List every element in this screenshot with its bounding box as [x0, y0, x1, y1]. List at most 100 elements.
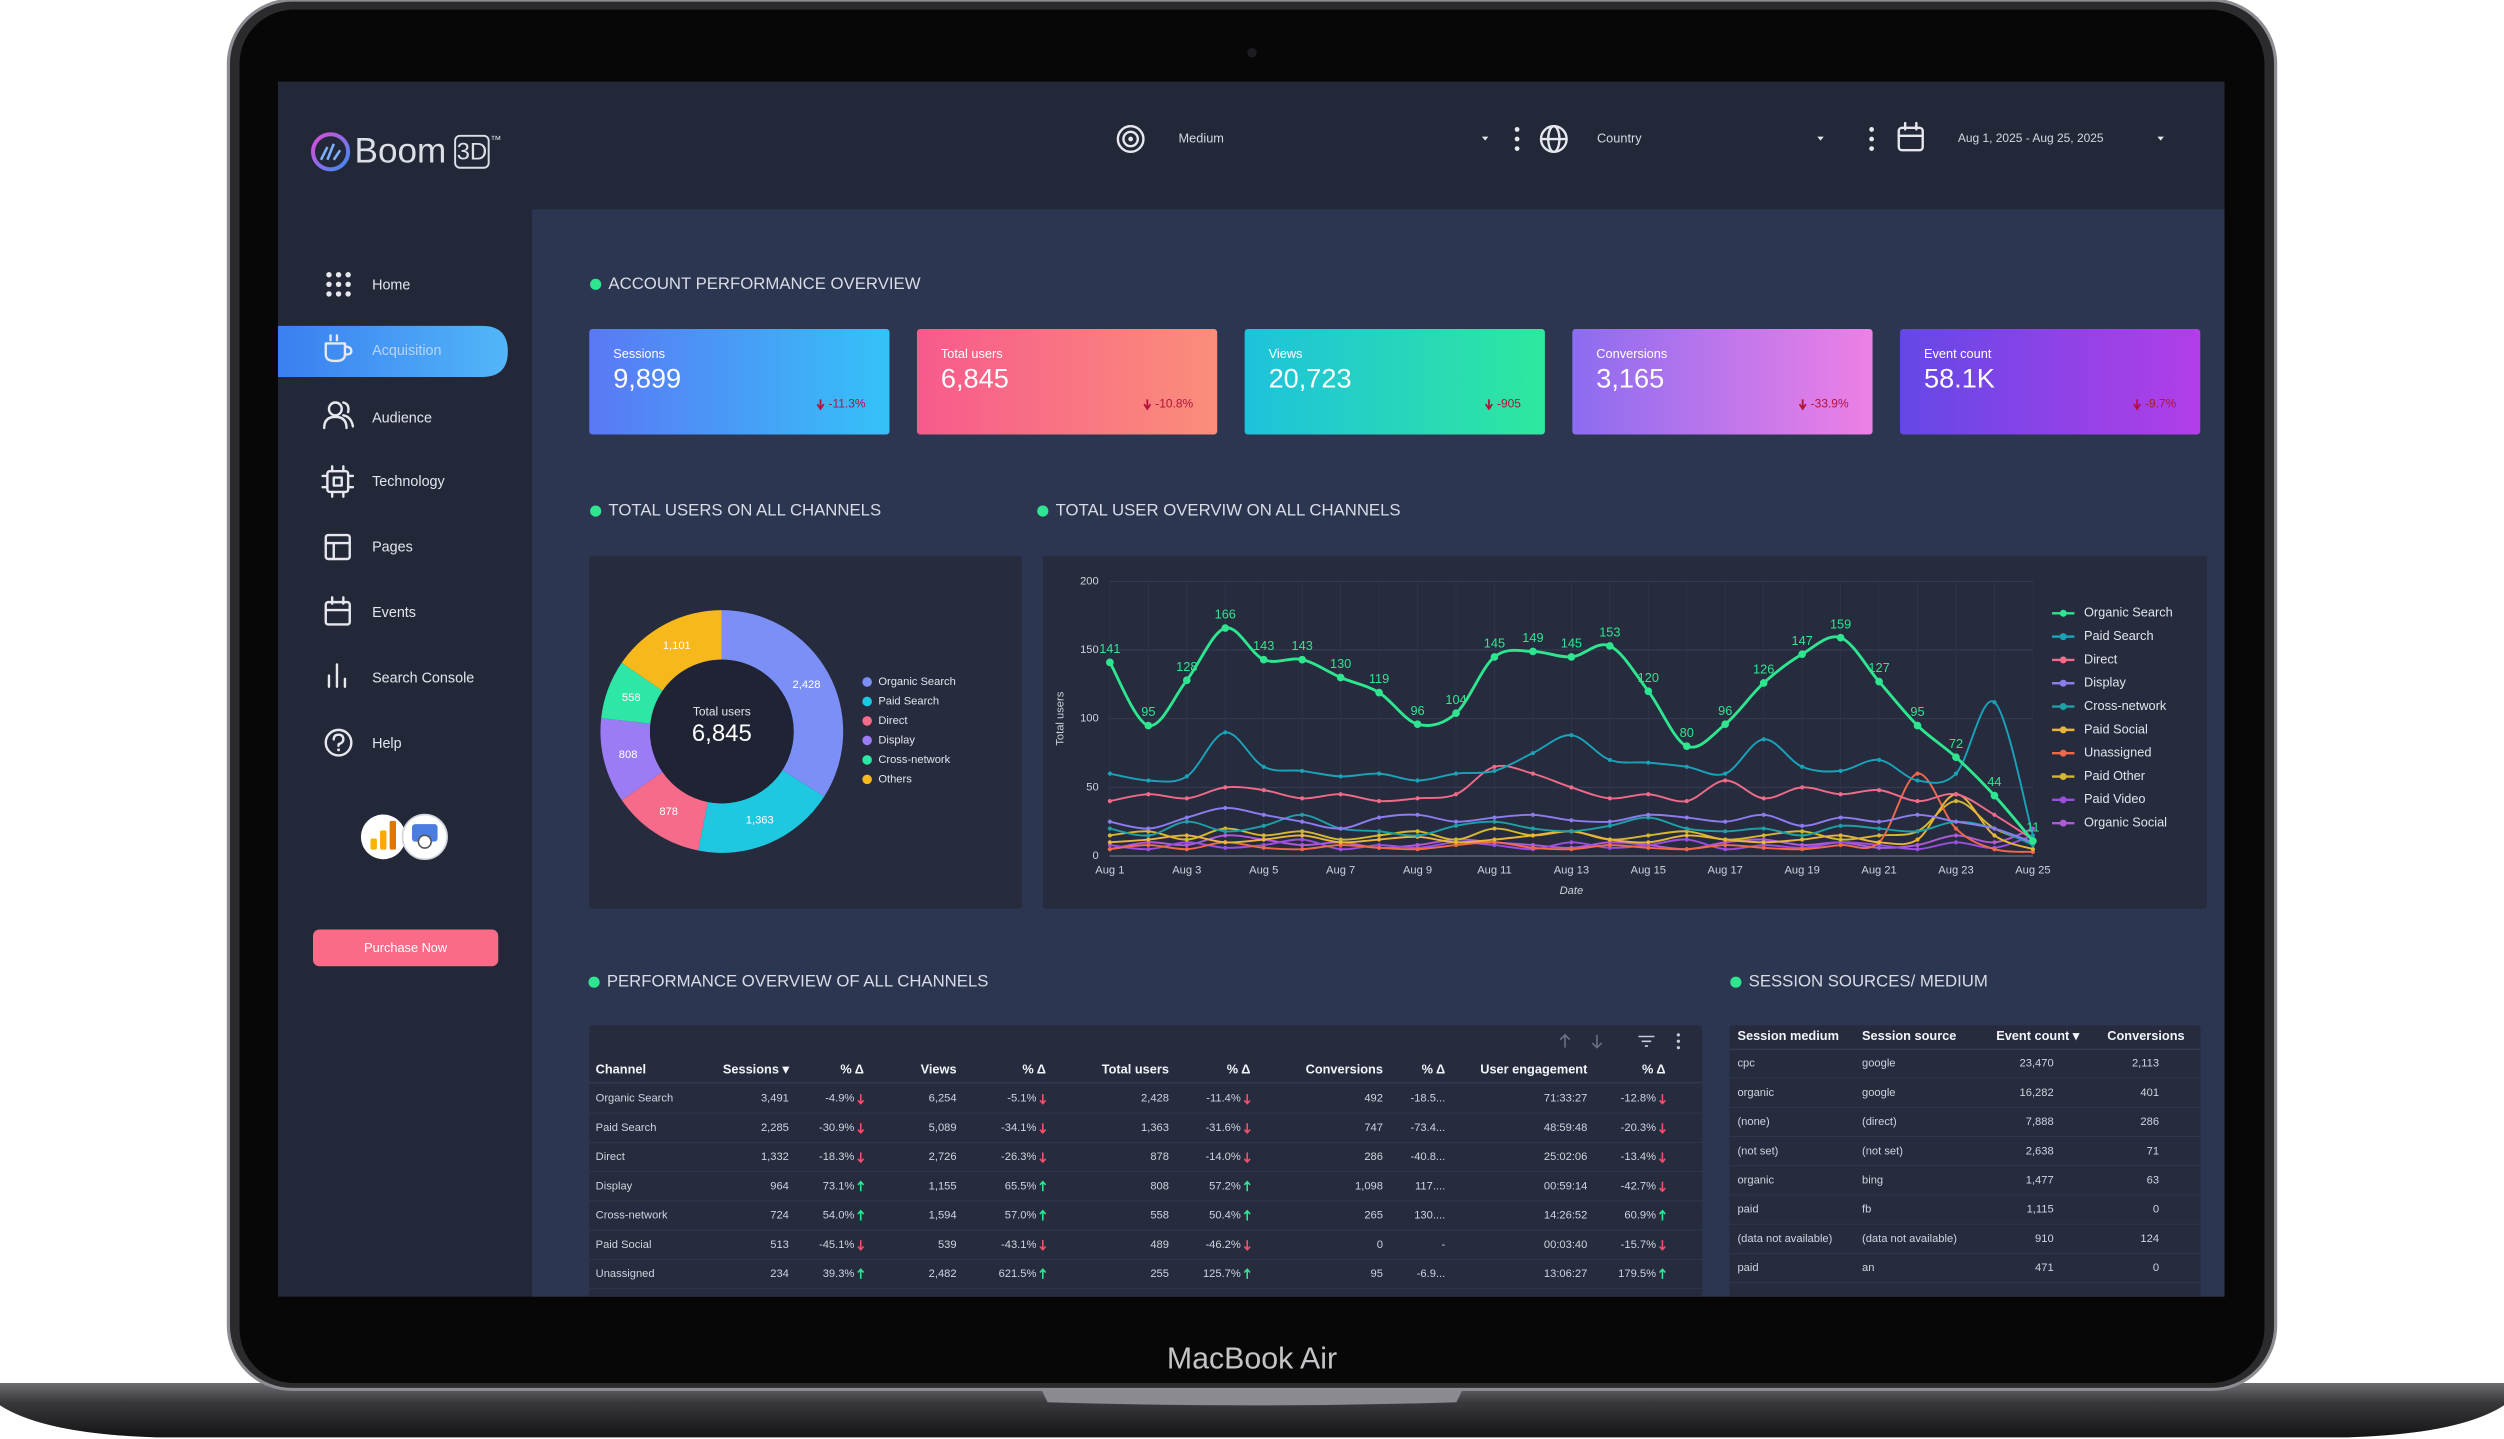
- series-point: [1761, 845, 1766, 850]
- series-point: [1530, 826, 1536, 831]
- kpi-label: Views: [1269, 346, 1303, 361]
- nav-item[interactable]: Search Console: [372, 671, 474, 687]
- series-point: [1761, 796, 1766, 801]
- table-cell: 95: [1371, 1268, 1383, 1280]
- more-icon-dot[interactable]: [1676, 1046, 1680, 1050]
- series-point: [1529, 647, 1537, 656]
- table-cell: 964: [770, 1180, 789, 1192]
- menu-dots[interactable]: [1869, 127, 1875, 151]
- table-cell: -20.3%: [1621, 1122, 1656, 1134]
- kpi-card: [1572, 329, 1873, 435]
- nav-item[interactable]: Help: [372, 736, 402, 752]
- filter-icon[interactable]: [1638, 1035, 1655, 1047]
- table-cell: -18.3%: [819, 1151, 854, 1163]
- series-point: [1723, 829, 1728, 834]
- series-point: [1953, 826, 1959, 831]
- nav-item[interactable]: Pages: [372, 540, 413, 556]
- x-tick-label: Aug 9: [1403, 864, 1432, 876]
- dropdown-caret[interactable]: [1817, 136, 1824, 141]
- series-point: [1646, 792, 1651, 797]
- dropdown-caret[interactable]: [2157, 136, 2164, 141]
- dropdown-caret[interactable]: [1481, 136, 1489, 141]
- nav-icon: [324, 541, 351, 561]
- nav-item[interactable]: Acquisition: [372, 343, 441, 359]
- legend-label: Direct: [878, 715, 908, 727]
- kpi-value: 6,845: [941, 362, 1009, 393]
- series-point: [1684, 815, 1689, 820]
- series-point: [1413, 720, 1422, 729]
- series-point: [1377, 837, 1382, 842]
- table-cell: 50.4%: [1209, 1210, 1241, 1222]
- series-point: [1915, 829, 1920, 834]
- series-point: [1838, 837, 1843, 842]
- table-cell: 489: [1150, 1239, 1169, 1251]
- legend-label: Cross-network: [878, 754, 950, 766]
- series-point: [1684, 833, 1689, 838]
- more-icon-dot[interactable]: [1676, 1033, 1680, 1037]
- series-point: [1800, 764, 1805, 769]
- series-point: [1415, 847, 1420, 852]
- section-dot: [590, 278, 602, 290]
- delta-arrow: [1658, 1209, 1666, 1221]
- delta-arrow: [857, 1093, 865, 1105]
- series-point: [1915, 799, 1920, 804]
- series-point: [1261, 823, 1266, 828]
- series-point: [1146, 842, 1151, 848]
- table-cell: 124: [2140, 1233, 2159, 1245]
- series-point: [1261, 837, 1266, 842]
- series-point: [1453, 792, 1459, 797]
- series-point: [1800, 833, 1805, 838]
- series-point: [1992, 826, 1997, 831]
- section-title: SESSION SOURCES/ MEDIUM: [1749, 972, 1988, 991]
- kpi-card: [1900, 329, 2201, 435]
- menu-dots[interactable]: [1514, 127, 1520, 151]
- series-point: [1300, 847, 1305, 852]
- more-icon-dot[interactable]: [1676, 1039, 1680, 1043]
- table-cell: (data not available): [1737, 1233, 1832, 1245]
- brand-mark: 3D: [457, 139, 488, 166]
- data-label: 96: [1718, 703, 1732, 718]
- donut-segment: [698, 770, 825, 853]
- kpi-delta-arrow: [1798, 399, 1807, 411]
- x-tick-label: Aug 25: [2015, 864, 2050, 876]
- filter-date[interactable]: Aug 1, 2025 - Aug 25, 2025: [1958, 131, 2104, 145]
- series-point: [1415, 796, 1420, 801]
- sort-up-icon[interactable]: [1559, 1033, 1571, 1048]
- series-point: [1953, 799, 1959, 804]
- series-point: [1377, 771, 1382, 776]
- data-label: 128: [1176, 659, 1197, 674]
- legend-label: Organic Search: [2084, 605, 2173, 620]
- series-point: [1798, 650, 1806, 658]
- series-point: [1992, 700, 1997, 705]
- series-point: [1876, 788, 1882, 793]
- table-cell: -11.4%: [1206, 1093, 1241, 1105]
- nav-icon: [332, 476, 343, 487]
- series-point: [1607, 842, 1612, 848]
- table-cell: -6.9...: [1417, 1268, 1446, 1280]
- sort-down-icon[interactable]: [1591, 1034, 1603, 1049]
- table-header: Event count ▾: [1996, 1028, 2080, 1043]
- legend-label: Paid Search: [878, 695, 939, 707]
- filter-country[interactable]: Country: [1597, 130, 1642, 145]
- series-point: [1838, 823, 1843, 828]
- donut-value-label: 878: [659, 806, 678, 818]
- series-point: [1452, 709, 1460, 718]
- series-point: [1453, 840, 1459, 845]
- nav-item[interactable]: Technology: [372, 474, 445, 490]
- table-cell: -4.9%: [825, 1093, 854, 1105]
- delta-arrow: [1039, 1209, 1047, 1221]
- series-point: [1607, 757, 1612, 762]
- series-point: [1800, 837, 1805, 842]
- nav-item[interactable]: Audience: [372, 410, 432, 426]
- nav-item[interactable]: Events: [372, 605, 416, 621]
- nav-item[interactable]: Home: [372, 278, 410, 294]
- series-point: [1415, 833, 1420, 838]
- data-label: 141: [1099, 641, 1120, 656]
- data-label: 120: [1638, 670, 1659, 685]
- series-point: [1338, 840, 1343, 845]
- series-point: [1261, 788, 1266, 793]
- purchase-button[interactable]: [313, 929, 499, 967]
- series-point: [1223, 833, 1228, 838]
- table-cell: google: [1862, 1087, 1896, 1099]
- filter-medium[interactable]: Medium: [1179, 130, 1224, 145]
